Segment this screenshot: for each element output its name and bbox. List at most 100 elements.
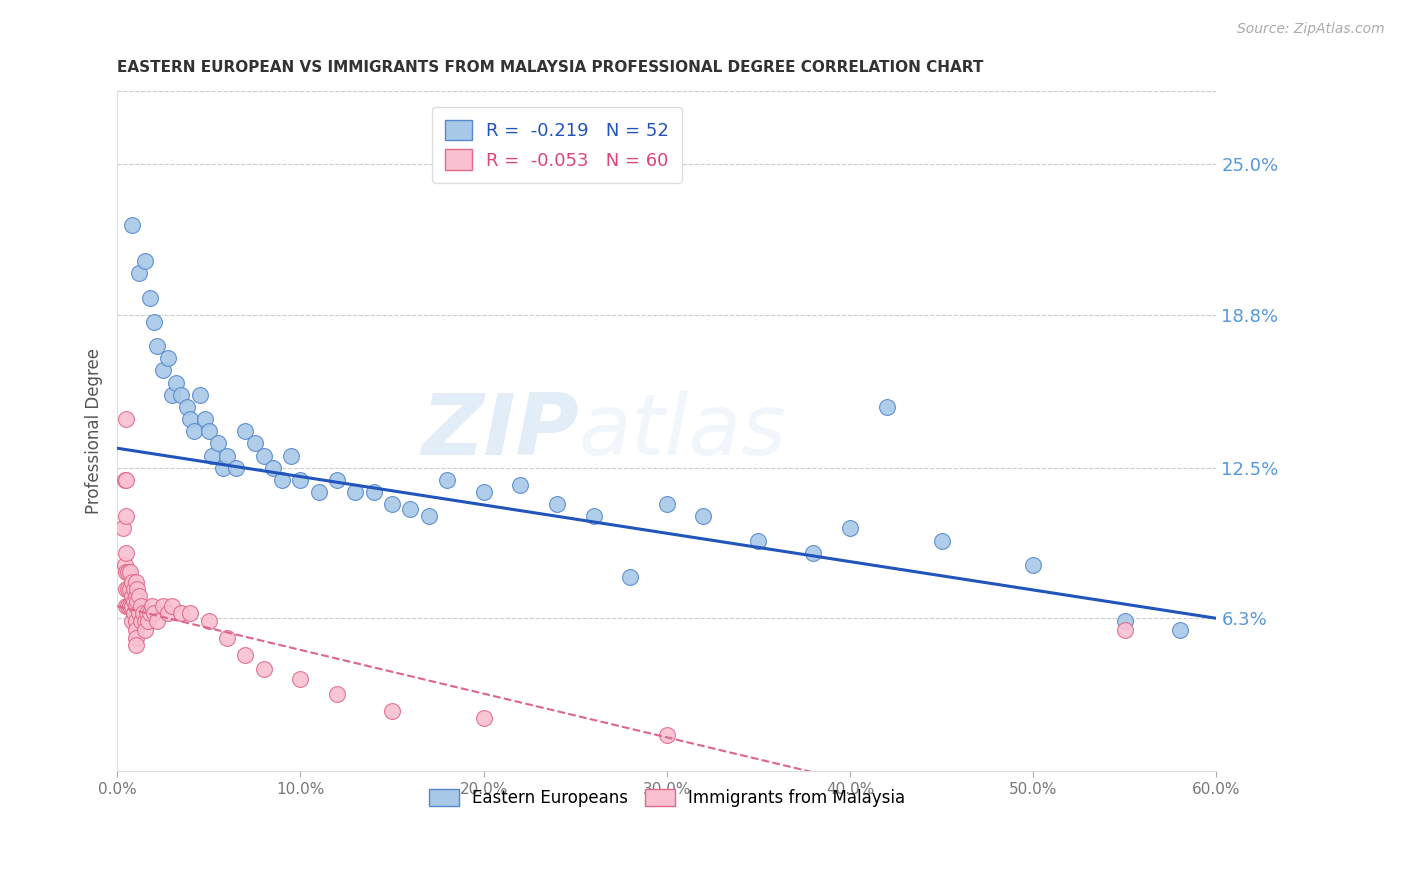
Point (176, 400, 198, 414)
Point (179, 412, 201, 426)
Text: EASTERN EUROPEAN VS IMMIGRANTS FROM MALAYSIA PROFESSIONAL DEGREE CORRELATION CHA: EASTERN EUROPEAN VS IMMIGRANTS FROM MALA… (117, 60, 984, 75)
Point (117, 599, 139, 614)
Point (619, 570, 641, 584)
Point (115, 565, 138, 579)
Point (655, 497, 678, 511)
Point (253, 449, 276, 463)
Text: Source: ZipAtlas.com: Source: ZipAtlas.com (1237, 22, 1385, 37)
Point (115, 509, 138, 524)
Point (655, 728, 678, 742)
Point (197, 614, 219, 628)
Point (801, 546, 824, 560)
Point (931, 533, 953, 548)
Point (692, 509, 714, 524)
Y-axis label: Professional Degree: Professional Degree (86, 348, 103, 514)
Point (152, 363, 174, 377)
Point (344, 485, 367, 500)
Point (114, 473, 136, 487)
Point (114, 558, 136, 572)
Point (399, 502, 422, 516)
Point (509, 477, 531, 491)
Point (201, 449, 224, 463)
Point (876, 400, 898, 414)
Point (225, 460, 247, 475)
Point (243, 436, 266, 450)
Point (381, 497, 404, 511)
Point (197, 424, 219, 438)
Point (134, 614, 156, 628)
Point (118, 565, 141, 579)
Point (111, 521, 134, 535)
Point (127, 582, 149, 596)
Point (179, 607, 201, 621)
Point (139, 291, 162, 305)
Legend: Eastern Europeans, Immigrants from Malaysia: Eastern Europeans, Immigrants from Malay… (422, 782, 911, 814)
Point (128, 607, 150, 621)
Point (138, 614, 160, 628)
Point (235, 424, 257, 438)
Point (165, 376, 187, 390)
Point (117, 582, 139, 596)
Point (115, 546, 138, 560)
Point (546, 497, 568, 511)
Point (127, 594, 149, 608)
Point (124, 599, 146, 614)
Point (118, 582, 141, 596)
Point (124, 614, 146, 628)
Point (839, 521, 862, 535)
Point (124, 574, 146, 589)
Point (115, 582, 138, 596)
Point (121, 614, 143, 628)
Point (308, 485, 330, 500)
Point (121, 590, 143, 604)
Point (207, 436, 229, 450)
Point (747, 533, 769, 548)
Point (157, 351, 180, 366)
Point (122, 594, 145, 608)
Point (157, 607, 180, 621)
Point (146, 339, 169, 353)
Point (262, 460, 284, 475)
Point (124, 624, 146, 638)
Point (115, 599, 138, 614)
Point (152, 599, 174, 614)
Point (134, 254, 156, 268)
Point (1168, 624, 1191, 638)
Point (129, 614, 152, 628)
Point (118, 599, 141, 614)
Point (235, 648, 257, 662)
Point (142, 315, 165, 329)
Point (170, 388, 193, 402)
Point (217, 631, 239, 645)
Point (418, 509, 440, 524)
Point (115, 473, 138, 487)
Point (363, 485, 385, 500)
Point (212, 460, 235, 475)
Point (115, 412, 138, 426)
Point (290, 672, 312, 686)
Point (128, 266, 150, 280)
Point (582, 509, 605, 524)
Point (1114, 624, 1136, 638)
Point (170, 607, 193, 621)
Point (124, 590, 146, 604)
Text: ZIP: ZIP (422, 390, 579, 473)
Point (124, 638, 146, 652)
Point (128, 590, 150, 604)
Point (290, 473, 312, 487)
Point (160, 388, 183, 402)
Point (141, 599, 163, 614)
Point (129, 599, 152, 614)
Point (1022, 558, 1045, 572)
Point (146, 614, 169, 628)
Point (436, 473, 458, 487)
Point (472, 485, 495, 500)
Point (271, 473, 294, 487)
Point (253, 662, 276, 676)
Point (134, 624, 156, 638)
Point (188, 388, 211, 402)
Point (117, 565, 139, 579)
Point (121, 599, 143, 614)
Point (122, 582, 145, 596)
Text: atlas: atlas (579, 390, 787, 473)
